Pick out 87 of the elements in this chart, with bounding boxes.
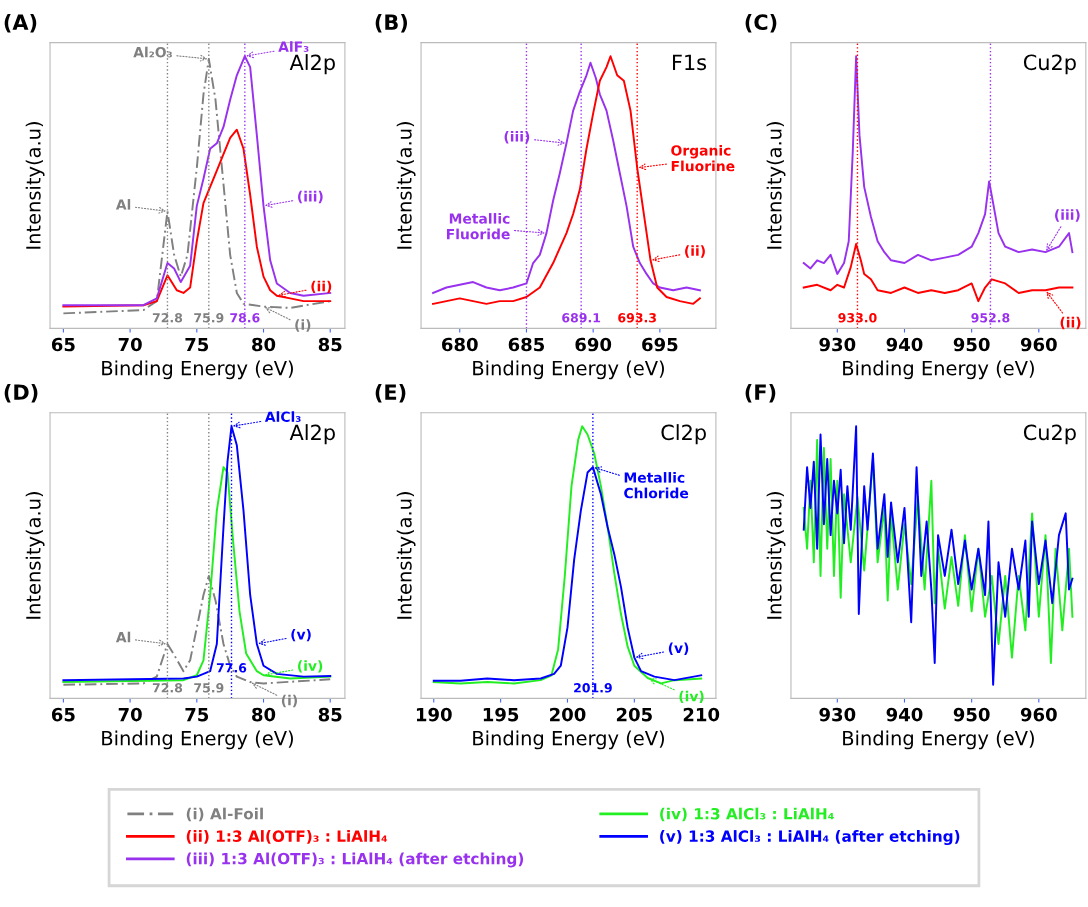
ref-line-label: 933.0	[838, 313, 877, 323]
annotation: Metallic Chloride	[624, 472, 689, 499]
x-tick-label: 960	[1020, 337, 1057, 352]
x-tick-label: 70	[118, 337, 142, 352]
chart-subtitle: Al2p	[289, 424, 335, 445]
ref-line-label: 72.8	[152, 313, 183, 323]
x-tick-label: 200	[550, 707, 586, 722]
annotation: Al	[115, 631, 131, 643]
legend-label: (i) Al-Foil	[186, 807, 263, 822]
ref-line-label: 952.8	[971, 313, 1010, 323]
annotation: (i)	[281, 694, 297, 708]
ref-line-label: 75.9	[194, 683, 224, 693]
annotation: (iii)	[1055, 209, 1080, 222]
legend-label: (iv) 1:3 AlCl₃ : LiAlH₄	[660, 807, 834, 822]
chart-title: (C)	[745, 13, 777, 33]
ref-line-label: 72.8	[152, 683, 183, 693]
annotation: (ii)	[685, 245, 705, 258]
annotation: Al₂O₃	[133, 46, 172, 58]
y-axis-title: Intensity(a.u)	[396, 492, 416, 619]
legend-label: (v) 1:3 AlCl₃ : LiAlH₄ (after etching)	[660, 830, 960, 845]
x-tick-label: 65	[51, 707, 75, 722]
x-axis-title: Binding Energy (eV)	[473, 730, 664, 750]
x-tick-label: 695	[642, 337, 678, 352]
annotation: (i)	[295, 319, 311, 332]
chart-subtitle: Al2p	[289, 54, 335, 75]
annotation: AlF₃	[278, 41, 309, 52]
x-tick-label: 205	[616, 707, 652, 722]
annotation: (iii)	[298, 190, 323, 204]
x-tick-label: 70	[118, 707, 142, 722]
x-tick-label: 940	[886, 707, 923, 722]
x-tick-label: 960	[1020, 707, 1057, 722]
x-tick-label: 685	[508, 337, 545, 352]
x-axis-title: Binding Energy (eV)	[843, 360, 1034, 380]
chart-subtitle: Cu2p	[1023, 424, 1076, 445]
chart-subtitle: Cl2p	[661, 424, 706, 445]
x-tick-label: 950	[953, 337, 990, 352]
ref-line-label: 77.6	[216, 663, 247, 673]
annotation: AlCl₃	[264, 411, 301, 422]
x-tick-label: 210	[683, 707, 720, 722]
x-tick-label: 85	[318, 337, 342, 352]
chart-title: (E)	[375, 383, 406, 403]
x-tick-label: 75	[185, 707, 209, 722]
x-tick-label: 690	[575, 337, 612, 352]
x-tick-label: 930	[819, 337, 856, 352]
ref-line-label: 75.9	[194, 313, 224, 323]
x-tick-label: 940	[886, 337, 923, 352]
y-axis-title: Intensity(a.u)	[766, 492, 786, 619]
annotation: (v)	[668, 642, 689, 655]
annotation: (ii)	[311, 280, 332, 294]
annotation: (iv)	[679, 690, 704, 704]
annotation: Organic Fluorine	[671, 144, 735, 172]
x-tick-label: 80	[252, 707, 276, 722]
annotation: (ii)	[1060, 316, 1081, 330]
annotation: (iii)	[504, 131, 530, 144]
x-axis-title: Binding Energy (eV)	[473, 360, 664, 380]
x-tick-label: 950	[953, 707, 990, 722]
x-axis-title: Binding Energy (eV)	[102, 360, 293, 380]
x-tick-label: 80	[252, 337, 276, 352]
y-axis-title: Intensity(a.u)	[25, 492, 45, 619]
legend-label: (iii) 1:3 Al(OTF)₃ : LiAlH₄ (after etching)	[186, 852, 524, 868]
chart-title: (D)	[4, 383, 38, 403]
x-tick-label: 75	[185, 337, 209, 352]
chart-title: (F)	[745, 383, 776, 403]
y-axis-title: Intensity(a.u)	[766, 122, 786, 249]
annotation: (iv)	[298, 660, 323, 673]
ref-line-label: 693.3	[618, 313, 656, 323]
x-tick-label: 195	[483, 707, 519, 722]
chart-subtitle: F1s	[673, 54, 707, 71]
x-tick-label: 85	[318, 707, 342, 722]
x-axis-title: Binding Energy (eV)	[843, 730, 1034, 750]
x-tick-label: 930	[819, 707, 856, 722]
legend-label: (ii) 1:3 Al(OTF)₃ : LiAlH₄	[186, 830, 388, 844]
x-axis-title: Binding Energy (eV)	[102, 730, 293, 750]
y-axis-title: Intensity(a.u)	[25, 122, 45, 249]
chart-title: (A)	[4, 13, 37, 33]
x-tick-label: 65	[51, 337, 75, 352]
x-tick-label: 190	[416, 707, 452, 722]
annotation: Metallic Fluoride	[446, 213, 510, 240]
ref-line-label: 689.1	[562, 313, 601, 323]
x-tick-label: 680	[442, 337, 478, 352]
y-axis-title: Intensity(a.u)	[396, 122, 416, 249]
annotation: (v)	[291, 628, 311, 642]
annotation: Al	[115, 199, 131, 210]
chart-title: (B)	[375, 13, 408, 33]
ref-line-label: 78.6	[230, 313, 260, 323]
chart-subtitle: Cu2p	[1023, 54, 1076, 75]
ref-line-label: 201.9	[574, 683, 612, 693]
